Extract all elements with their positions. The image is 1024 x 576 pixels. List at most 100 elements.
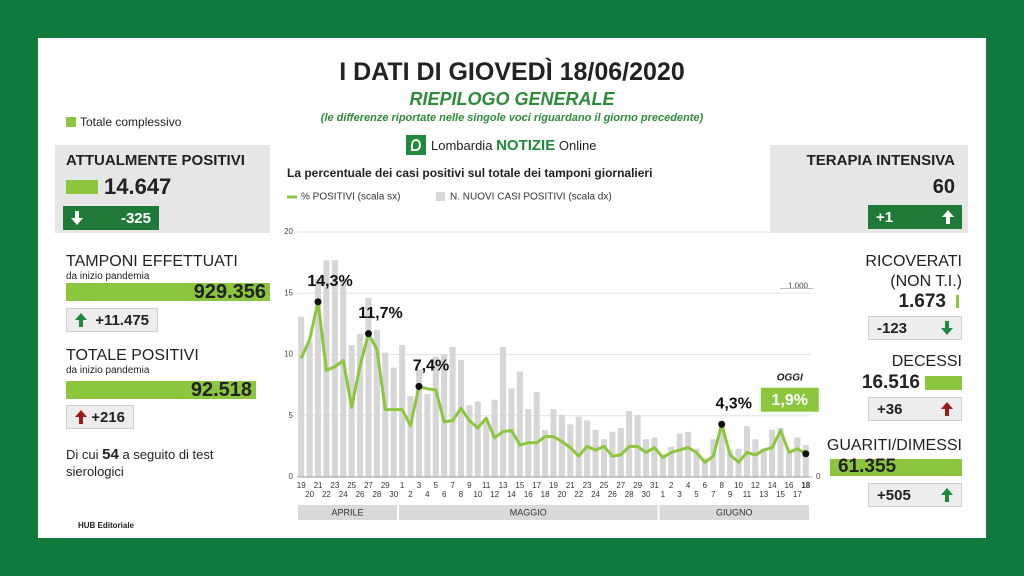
legend-text: Totale complessivo — [80, 115, 182, 129]
panel-title: GUARITI/DIMESSI — [826, 437, 962, 454]
bar — [441, 354, 448, 477]
x-tick-label: 30 — [642, 490, 651, 499]
total-bar — [925, 376, 962, 390]
point — [415, 382, 423, 390]
x-tick-label: 14 — [768, 481, 777, 490]
x-tick-label: 15 — [776, 490, 785, 499]
x-tick-label: 1 — [661, 490, 666, 499]
bar — [685, 431, 692, 477]
value-label: 14,3% — [307, 273, 352, 290]
bar — [575, 416, 582, 477]
bar — [802, 444, 809, 477]
panel-title: DECESSI — [891, 353, 962, 370]
change-box: +1 — [868, 205, 962, 229]
x-tick-label: 25 — [347, 481, 356, 490]
x-tick-label: 18 — [541, 490, 550, 499]
x-tick-label: 4 — [686, 481, 691, 490]
bar — [550, 409, 557, 477]
y2-tick-label: 1.000 — [788, 282, 809, 291]
value-label: 7,4% — [413, 358, 449, 375]
x-tick-label: 9 — [728, 490, 733, 499]
x-tick-label: 12 — [751, 481, 760, 490]
x-tick-label: 11 — [482, 481, 491, 490]
bar — [777, 428, 784, 477]
bar — [466, 405, 473, 477]
arrow-shape — [71, 211, 83, 225]
logo-brand: NOTIZIE — [496, 136, 556, 154]
value-label: 1,9% — [772, 392, 808, 409]
trend-arrow — [75, 313, 87, 327]
x-tick-label: 21 — [314, 481, 323, 490]
bar — [340, 279, 347, 477]
serologic-prefix: Di cui — [66, 447, 99, 462]
change-box: -325 — [63, 206, 159, 230]
bar — [483, 420, 490, 477]
panel-total: 92.518 — [190, 379, 252, 401]
bar — [542, 429, 549, 477]
bar — [365, 297, 372, 477]
x-tick-label: 3 — [417, 481, 422, 490]
total-bar — [66, 180, 98, 194]
note: (le differenze riportate nelle singole v… — [320, 112, 704, 124]
trend-arrow — [941, 321, 953, 335]
legend-label: % POSITIVI (scala sx) — [301, 192, 400, 203]
point — [314, 298, 322, 306]
panel-total: 60 — [932, 176, 955, 198]
bar — [718, 420, 725, 477]
trend-arrow — [71, 211, 83, 225]
today-box — [760, 387, 819, 412]
bar — [794, 437, 801, 477]
bar — [710, 439, 717, 477]
x-tick-label: 31 — [650, 481, 659, 490]
x-tick-label: 23 — [583, 481, 592, 490]
x-tick-label: 13 — [759, 490, 768, 499]
bar — [382, 352, 389, 477]
x-tick-label: 2 — [669, 481, 674, 490]
panel-subtitle: da inizio pandemia — [66, 365, 150, 376]
legend: Totale complessivo — [66, 115, 181, 129]
panel-total: 1.673 — [898, 291, 946, 312]
x-tick-label: 1 — [400, 481, 405, 490]
change-box: -123 — [868, 316, 962, 340]
trend-arrow — [942, 210, 954, 224]
logo-suffix: Online — [558, 137, 597, 153]
change-box: +216 — [66, 405, 134, 429]
change-box: +505 — [868, 483, 962, 507]
x-tick-label: 10 — [734, 481, 743, 490]
x-tick-label: 2 — [408, 490, 413, 499]
value-label: 11,7% — [358, 305, 402, 322]
x-tick-label: 16 — [785, 481, 794, 490]
arrow-shape — [941, 488, 953, 502]
y2-tick-label: 0 — [816, 472, 821, 481]
bar — [693, 448, 700, 477]
x-tick-label: 19 — [549, 481, 558, 490]
x-tick-label: 7 — [450, 481, 455, 490]
value-label: 4,3% — [715, 396, 751, 413]
x-tick-label: 30 — [389, 490, 398, 499]
bar — [626, 411, 633, 477]
panel-title: ATTUALMENTE POSITIVI — [66, 152, 245, 169]
today-label: OGGI — [777, 372, 803, 383]
y-tick-label: 15 — [284, 288, 293, 297]
x-tick-label: 9 — [467, 481, 472, 490]
x-tick-label: 5 — [694, 490, 699, 499]
bar — [516, 371, 523, 477]
x-tick-label: 20 — [557, 490, 566, 499]
bar — [584, 420, 591, 477]
logo-name: Lombardia — [431, 137, 493, 153]
x-tick-label: 18 — [801, 481, 810, 490]
y-tick-label: 10 — [284, 350, 293, 359]
change-box: +11.475 — [66, 308, 158, 332]
bar — [701, 458, 708, 477]
bar — [760, 448, 767, 477]
x-tick-label: 12 — [490, 490, 499, 499]
month-band — [398, 505, 658, 520]
chart-title: La percentuale dei casi positivi sul tot… — [287, 166, 652, 180]
bar — [651, 437, 658, 477]
x-tick-label: 13 — [499, 481, 508, 490]
panel-change: +1 — [876, 208, 894, 226]
x-tick-label: 26 — [356, 490, 365, 499]
x-tick-label: 26 — [608, 490, 617, 499]
y-tick-label: 5 — [289, 411, 294, 420]
arrow-shape — [75, 313, 87, 327]
